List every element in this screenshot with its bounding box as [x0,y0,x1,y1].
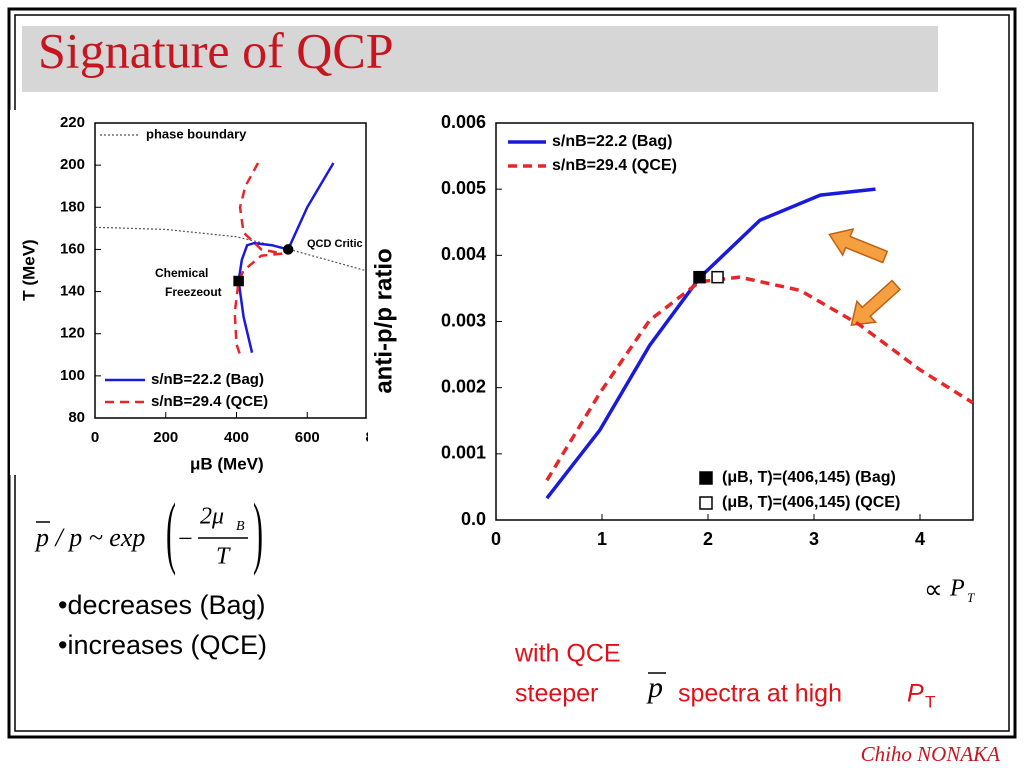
x-tick-label: 800 [365,429,390,446]
annotation: QCD Critic [307,238,363,250]
title-bar [22,26,938,92]
x-tick-label: 0 [491,529,501,549]
bullet: •increases (QCE) [58,630,267,660]
series-line [545,275,974,482]
y-axis-label: T (MeV) [19,239,38,300]
plot-frame [495,122,974,521]
series-line [237,162,335,353]
paren: ( [166,488,176,577]
plot-frame [94,122,367,419]
x-tick-label: 4 [915,529,925,549]
formula-sign: − [178,524,193,553]
prop-var: P [949,576,965,602]
marker [233,275,244,287]
left-panel [10,110,368,475]
paren: ) [253,488,263,577]
y-tick-label: 0.0 [461,509,486,529]
formula-num: 2μ [200,504,224,530]
note: steeper [515,680,598,708]
arrow [850,279,902,327]
annotation: Chemical [155,266,208,280]
author: Chiho NONAKA [861,742,1001,766]
x-tick-label: 2 [703,529,713,549]
prop-sub: T [967,590,975,605]
legend-label: s/nB=22.2 (Bag) [552,133,672,150]
y-axis-label: anti-p/p ratio [370,248,397,393]
y-tick-label: 140 [60,283,85,300]
y-tick-label: 0.004 [441,244,486,264]
series-line [545,187,876,500]
x-tick-label: 0 [91,429,99,446]
formula-den: T [216,544,231,570]
plot: 80 100 120 140 160 180 200 220 0 200 400 600 800 μB (… [19,114,390,474]
annotation: Freezeout [165,285,222,299]
y-tick-label: 0.002 [441,376,486,396]
y-tick-label: 0.005 [441,178,486,198]
arrow [828,227,889,264]
y-tick-label: 220 [60,114,85,131]
x-tick-label: 3 [809,529,819,549]
marker [711,270,724,284]
formula-lhs: p / p ~ exp [34,523,145,552]
marker [282,244,294,255]
legend-label: s/nB=29.4 (QCE) [151,393,268,410]
y-tick-label: 0.003 [441,310,486,330]
legend-label: s/nB=22.2 (Bag) [151,371,264,388]
bullet: •decreases (Bag) [58,590,266,620]
formula-num-sub: B [236,519,245,534]
note-sub: T [925,692,935,711]
x-axis-label: μB (MeV) [190,454,264,473]
x-tick-label: 1 [597,529,607,549]
title: Signature of QCP [38,22,394,78]
y-tick-label: 100 [60,367,85,384]
frame [7,7,1017,739]
y-tick-label: 180 [60,198,85,215]
note: with QCE [514,640,621,668]
series-line [233,162,283,356]
y-tick-label: 120 [60,325,85,342]
legend-label: (μB, T)=(406,145) (QCE) [722,494,900,511]
legend-label: s/nB=29.4 (QCE) [552,157,677,174]
y-tick-label: 0.001 [441,443,486,463]
x-tick-label: 200 [153,429,178,446]
legend-marker [699,496,713,510]
x-tick-label: 600 [295,429,320,446]
y-tick-label: 80 [68,409,85,426]
legend-label: (μB, T)=(406,145) (Bag) [722,469,896,486]
legend-marker [699,471,713,485]
chart: 80 100 120 140 160 180 200 220 0 200 400 600 800 μB (… [19,114,390,474]
x-tick-label: 400 [224,429,249,446]
marker [693,270,706,284]
legend-label: phase boundary [146,126,247,141]
y-tick-label: 0.006 [441,112,486,132]
prop-symbol: ∝ [924,575,943,604]
pbar: p [646,671,663,704]
note: spectra at high [678,680,842,708]
series-line [94,226,366,272]
y-tick-label: 200 [60,156,85,173]
note-var: P [907,680,924,708]
y-tick-label: 160 [60,240,85,257]
